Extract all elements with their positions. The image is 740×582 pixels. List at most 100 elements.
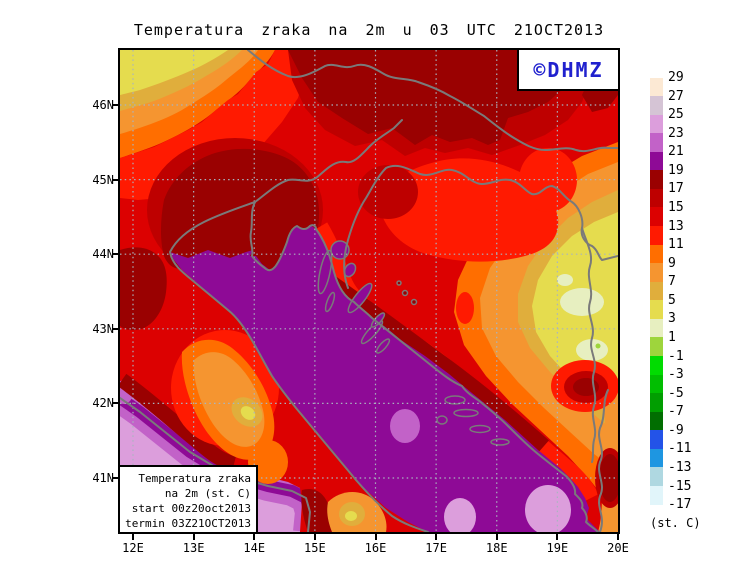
region-sea-light-orchid-patch-2 — [525, 485, 571, 532]
lon-tick-15E — [313, 534, 316, 540]
region-adriatic-purple — [170, 225, 600, 532]
island — [453, 408, 479, 418]
legend-box--3 — [650, 374, 663, 394]
legend-label-23: 23 — [668, 125, 684, 141]
lon-label-16E: 16E — [364, 541, 387, 555]
island — [436, 415, 448, 425]
info-line-4: termin 03Z21OCT2013 — [125, 517, 251, 530]
coastlines-and-borders — [120, 50, 618, 532]
legend-label-3: 3 — [668, 311, 676, 327]
lat-label-43N: 43N — [92, 321, 114, 336]
lat-tick-45N — [112, 178, 118, 181]
region-apennine-yellow — [240, 406, 256, 420]
legend-box--9 — [650, 430, 663, 449]
island — [343, 262, 357, 278]
legend-label-9: 9 — [668, 255, 676, 271]
legend-box--7 — [650, 411, 663, 431]
region-italy-bottom-yellow — [345, 511, 357, 521]
legend-box-17 — [650, 188, 663, 208]
lat-tick-43N — [112, 327, 118, 330]
legend-label-21: 21 — [668, 144, 684, 160]
lat-label-44N: 44N — [92, 247, 114, 262]
region-green-dot — [595, 343, 601, 349]
lon-tick-14E — [253, 534, 256, 540]
region-firebrick-patch-east-istria — [358, 165, 418, 219]
lon-tick-16E — [374, 534, 377, 540]
map-plot-area: ©DHMZ Temperatura zraka na 2m (st. C) st… — [118, 48, 620, 534]
legend-box-9 — [650, 263, 663, 282]
border-montenegro-albania — [598, 389, 609, 532]
lon-label-12E: 12E — [122, 541, 144, 555]
region-se-edge-maroon — [599, 454, 618, 502]
island — [469, 424, 491, 434]
islet-maroon — [396, 280, 402, 286]
legend-box-11 — [650, 244, 663, 264]
lat-tick-41N — [112, 477, 118, 479]
legend-box--11 — [650, 448, 663, 468]
lon-label-14E: 14E — [243, 541, 266, 555]
legend-label-29: 29 — [668, 70, 684, 85]
run-info-box: Temperatura zraka na 2m (st. C) start 00… — [120, 465, 258, 532]
page-title: Temperatura zraka na 2m u 03 UTC 21OCT20… — [133, 21, 605, 39]
region-italy-coast-maroon-band — [120, 373, 237, 472]
region-nw-scarlet-band — [120, 50, 305, 200]
italy-adriatic-coastline — [169, 201, 429, 532]
lon-tick-12E — [132, 534, 134, 540]
lat-tick-44N — [112, 253, 118, 256]
region-knin-scarlet-spot — [456, 292, 474, 324]
legend-label--11: -11 — [668, 441, 692, 457]
region-pale-yellow-patch-3 — [557, 274, 573, 286]
info-line-2: na 2m (st. C) — [164, 487, 251, 500]
legend-box-19 — [650, 170, 663, 189]
legend-label--13: -13 — [668, 459, 692, 475]
region-nw-yellow — [120, 50, 228, 95]
legend-box-7 — [650, 281, 663, 301]
lon-tick-20E — [617, 534, 619, 540]
lat-label-46N: 46N — [92, 98, 114, 112]
island — [490, 438, 510, 446]
legend-box-5 — [650, 300, 663, 319]
dhmz-watermark-badge: ©DHMZ — [517, 50, 618, 91]
region-italy-se-orangered — [248, 440, 288, 484]
legend-box--15 — [650, 486, 663, 505]
legend-label-27: 27 — [668, 88, 684, 104]
region-sea-light-orchid-patch-1 — [444, 498, 476, 532]
legend-label--3: -3 — [668, 367, 684, 383]
island — [347, 282, 373, 314]
lon-label-17E: 17E — [425, 541, 447, 555]
border-slovenia-croatia — [254, 119, 403, 203]
region-scarlet-central — [378, 158, 559, 262]
lon-label-19E: 19E — [546, 541, 569, 555]
legend-box--13 — [650, 467, 663, 487]
legend-box-29 — [650, 77, 663, 97]
lat-label-45N: 45N — [92, 172, 114, 187]
island — [375, 338, 391, 354]
legend-box-27 — [650, 96, 663, 115]
legend-box-13 — [650, 226, 663, 245]
legend-label--17: -17 — [668, 497, 692, 513]
temperature-map — [120, 50, 618, 532]
legend-label-11: 11 — [668, 237, 684, 253]
lon-tick-19E — [556, 534, 559, 540]
legend-box--5 — [650, 393, 663, 412]
legend-box-3 — [650, 318, 663, 338]
legend-label-17: 17 — [668, 181, 684, 197]
legend-box-21 — [650, 151, 663, 171]
lon-tick-17E — [435, 534, 438, 540]
island — [317, 249, 333, 295]
border-north — [247, 50, 618, 153]
lon-tick-13E — [192, 534, 195, 540]
lon-label-15E: 15E — [304, 541, 326, 555]
region-pale-yellow-patch-1 — [560, 288, 604, 316]
legend-label-13: 13 — [668, 218, 684, 234]
islet-maroon — [401, 289, 409, 297]
graticule — [120, 50, 618, 532]
lon-tick-18E — [495, 534, 498, 540]
legend-box-23 — [650, 133, 663, 152]
legend-label-1: 1 — [668, 329, 676, 345]
legend-unit-label: (st. C) — [650, 516, 701, 530]
lat-label-42N: 42N — [92, 396, 114, 411]
legend-label-19: 19 — [668, 162, 684, 178]
legend-label--5: -5 — [668, 385, 684, 401]
